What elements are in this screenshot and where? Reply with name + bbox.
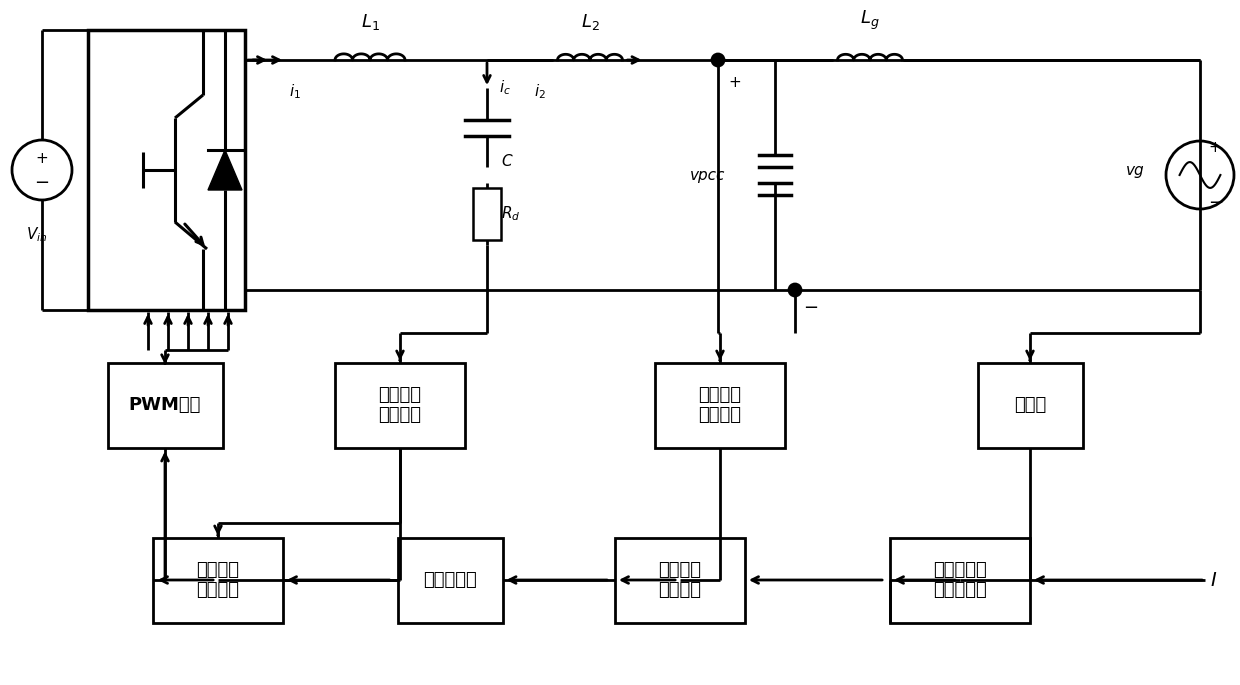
Text: $i_2$: $i_2$ bbox=[534, 82, 546, 101]
Text: −: − bbox=[804, 299, 818, 317]
Text: 并网电流基
准产生单元: 并网电流基 准产生单元 bbox=[934, 560, 987, 599]
Text: +: + bbox=[728, 75, 740, 90]
Bar bbox=[977, 362, 1083, 447]
Text: 调制信号
控制单元: 调制信号 控制单元 bbox=[196, 560, 239, 599]
Bar bbox=[472, 188, 501, 240]
Text: 电流调节器: 电流调节器 bbox=[423, 571, 477, 589]
Text: +: + bbox=[36, 151, 48, 166]
Text: $V_{in}$: $V_{in}$ bbox=[26, 225, 47, 244]
Text: $i_c$: $i_c$ bbox=[498, 79, 511, 97]
Text: $L_2$: $L_2$ bbox=[580, 12, 599, 32]
Text: +: + bbox=[1208, 140, 1220, 155]
Text: $i_1$: $i_1$ bbox=[289, 82, 301, 101]
Text: 锁相环: 锁相环 bbox=[1014, 396, 1047, 414]
Bar bbox=[153, 538, 283, 623]
Text: $L_1$: $L_1$ bbox=[361, 12, 379, 32]
Bar bbox=[335, 362, 465, 447]
Text: 并网电流
反馈环节: 并网电流 反馈环节 bbox=[698, 386, 742, 425]
Circle shape bbox=[789, 284, 801, 296]
Text: vg: vg bbox=[1126, 162, 1145, 177]
Bar bbox=[890, 538, 1030, 623]
Text: $R_d$: $R_d$ bbox=[501, 205, 521, 223]
Bar bbox=[615, 538, 745, 623]
Circle shape bbox=[712, 54, 724, 66]
Bar bbox=[108, 362, 222, 447]
Text: 电容电流
前馈环节: 电容电流 前馈环节 bbox=[378, 386, 422, 425]
Text: vpcc: vpcc bbox=[689, 168, 725, 182]
Bar bbox=[655, 362, 785, 447]
Text: C: C bbox=[501, 153, 512, 169]
Text: PWM单元: PWM单元 bbox=[129, 396, 201, 414]
Text: −: − bbox=[35, 173, 50, 192]
Text: $L_g$: $L_g$ bbox=[861, 9, 879, 32]
Bar bbox=[88, 30, 246, 310]
Polygon shape bbox=[208, 150, 242, 190]
Text: −: − bbox=[1208, 194, 1223, 212]
Text: 并网电流
比较单元: 并网电流 比较单元 bbox=[658, 560, 702, 599]
Bar bbox=[398, 538, 502, 623]
Text: $I$: $I$ bbox=[1210, 571, 1218, 590]
